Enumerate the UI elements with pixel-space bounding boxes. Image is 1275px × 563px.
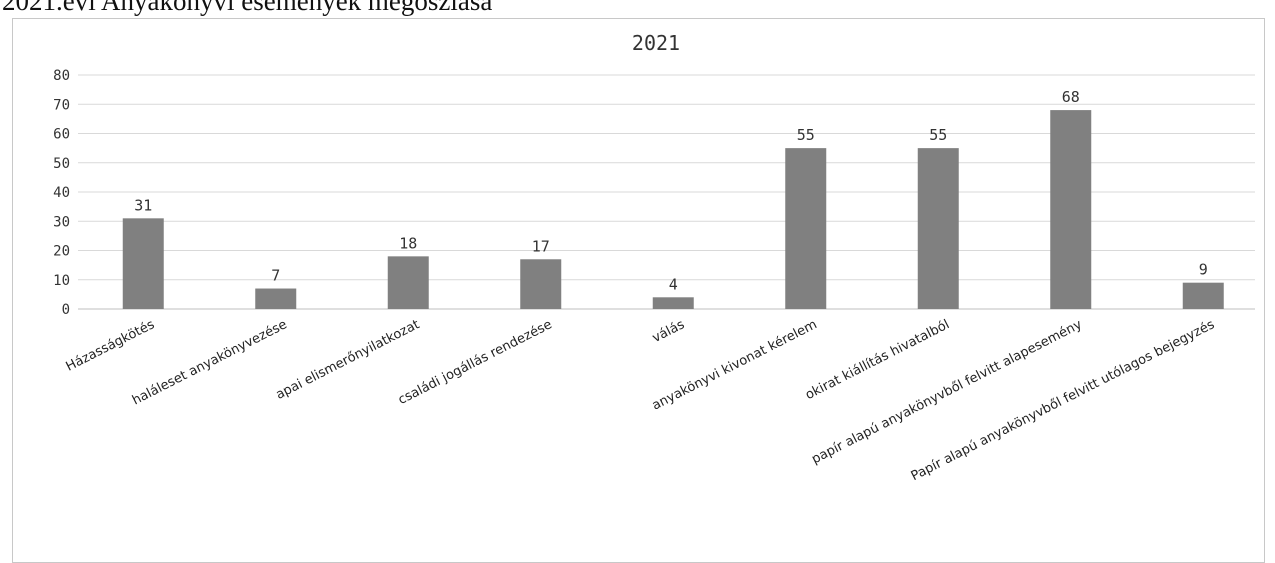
bar — [652, 297, 694, 309]
bar — [255, 288, 297, 309]
bar — [785, 148, 827, 309]
bar — [387, 256, 429, 309]
data-label: 17 — [532, 237, 550, 255]
bar-layer — [122, 110, 1224, 309]
bar — [520, 259, 562, 309]
y-tick-label: 40 — [53, 185, 70, 201]
chart-title: 2021 — [632, 31, 680, 55]
data-label: 18 — [399, 234, 417, 252]
data-label-layer: 31 7 18 17 4 55 55 68 9 — [134, 88, 1208, 293]
data-label: 9 — [1199, 261, 1208, 279]
data-label: 31 — [134, 196, 152, 214]
bar — [1050, 110, 1092, 309]
y-tick-label: 50 — [53, 156, 70, 172]
category-label: apai elismerőnyilatkozat — [274, 317, 422, 403]
bar — [122, 218, 164, 309]
document-heading: 2021.évi Anyakönyvi események megoszlása — [2, 0, 493, 16]
data-label: 68 — [1062, 88, 1080, 106]
category-label: Papír alapú anyakönyvből felvitt utólago… — [909, 317, 1218, 484]
data-label: 7 — [271, 267, 280, 285]
y-tick-label: 30 — [53, 214, 70, 230]
y-tick-label: 60 — [53, 127, 70, 143]
bar — [917, 148, 959, 309]
y-axis: 0 10 20 30 40 50 60 70 80 — [53, 68, 70, 318]
category-label: okirat kiállítás hivatalból — [803, 317, 952, 403]
data-label: 55 — [929, 126, 947, 144]
y-tick-label: 80 — [53, 68, 70, 84]
y-tick-label: 10 — [53, 273, 70, 289]
y-tick-label: 20 — [53, 244, 70, 260]
bar — [1182, 282, 1224, 309]
category-label: Házasságkötés — [64, 317, 158, 375]
data-label: 55 — [797, 126, 815, 144]
y-tick-label: 70 — [53, 97, 70, 113]
category-label: válás — [650, 317, 687, 346]
y-tick-label: 0 — [62, 302, 70, 318]
data-label: 4 — [669, 275, 678, 293]
category-label: papír alapú anyakönyvből felvitt alapese… — [809, 317, 1084, 467]
